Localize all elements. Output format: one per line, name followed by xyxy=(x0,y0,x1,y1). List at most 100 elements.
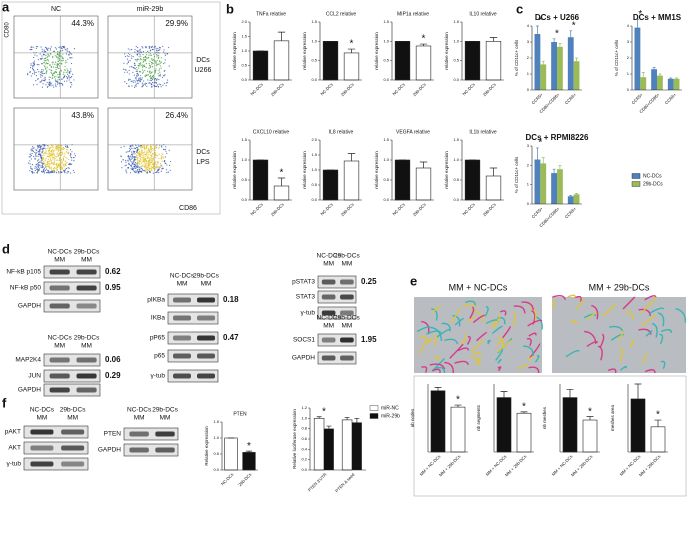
lane-label: 29b-DCs xyxy=(152,407,178,414)
event-dot xyxy=(49,167,51,170)
event-dot xyxy=(57,74,59,76)
y-tick-label: 0.5 xyxy=(453,58,459,63)
blot-band xyxy=(173,353,191,359)
lane-label: MM xyxy=(81,257,92,264)
event-dot xyxy=(51,162,53,164)
event-dot xyxy=(48,79,50,81)
event-dot xyxy=(43,154,45,156)
event-dot xyxy=(138,160,140,162)
event-dot xyxy=(33,65,35,67)
event-dot xyxy=(44,165,46,167)
event-dot xyxy=(38,161,40,163)
event-dot xyxy=(64,152,66,154)
event-dot xyxy=(156,85,158,88)
event-dot xyxy=(60,152,62,154)
event-dot xyxy=(53,161,55,163)
event-dot xyxy=(145,163,147,165)
event-dot xyxy=(35,149,37,151)
y-tick-label: 1.0 xyxy=(311,167,317,172)
event-dot xyxy=(126,82,128,85)
event-dot xyxy=(158,56,160,58)
blot-strip xyxy=(317,333,357,347)
event-dot xyxy=(44,76,46,78)
x-tick-label: NC-DCs xyxy=(249,202,264,217)
error-bar xyxy=(675,77,679,79)
event-dot xyxy=(43,158,45,160)
event-dot xyxy=(137,149,139,151)
event-dot xyxy=(145,54,148,56)
row-label: LPS xyxy=(196,159,210,166)
blot-band xyxy=(76,357,97,363)
error-bar xyxy=(489,167,498,176)
event-dot xyxy=(64,69,66,71)
error-bar xyxy=(566,389,574,398)
event-dot xyxy=(154,149,156,151)
event-dot xyxy=(39,164,41,166)
event-dot xyxy=(60,162,63,164)
error-bar xyxy=(347,48,356,53)
event-dot xyxy=(66,61,68,63)
event-dot xyxy=(66,152,68,154)
event-dot xyxy=(35,152,38,154)
event-dot xyxy=(58,62,61,64)
blot-band xyxy=(49,285,70,291)
event-dot xyxy=(134,159,136,161)
event-dot xyxy=(66,78,69,80)
protein-label: NF-kB p105 xyxy=(6,269,41,276)
event-dot xyxy=(138,51,140,53)
event-dot xyxy=(47,55,49,57)
tube-segment xyxy=(470,356,481,367)
event-dot xyxy=(151,147,154,150)
event-dot xyxy=(137,58,139,60)
blot-strip xyxy=(167,293,219,307)
band-ratio: 0.95 xyxy=(105,283,121,292)
event-dot xyxy=(44,159,47,161)
y-tick-label: 0.0 xyxy=(383,77,389,82)
event-dot xyxy=(155,168,157,170)
event-dot xyxy=(60,160,62,162)
event-dot xyxy=(144,82,147,84)
blot-strip xyxy=(43,281,101,295)
event-dot xyxy=(73,160,75,162)
error-bar xyxy=(500,391,508,398)
event-dot xyxy=(128,156,130,159)
lane-label: 29b-DCs xyxy=(74,249,100,256)
chart-title: DCs + U266 xyxy=(535,13,580,22)
event-dot xyxy=(142,85,144,87)
band-ratio: 0.25 xyxy=(361,277,377,286)
event-dot xyxy=(41,162,43,164)
event-dot xyxy=(67,54,70,56)
event-dot xyxy=(47,58,49,61)
event-dot xyxy=(142,72,144,74)
event-dot xyxy=(33,73,36,75)
event-dot xyxy=(149,79,151,81)
event-dot xyxy=(44,152,46,154)
event-dot xyxy=(41,155,44,157)
event-dot xyxy=(53,76,55,78)
event-dot xyxy=(159,162,161,165)
event-dot xyxy=(42,162,44,165)
event-dot xyxy=(48,68,50,70)
event-dot xyxy=(133,163,135,166)
event-dot xyxy=(135,156,137,158)
event-dot xyxy=(38,151,41,153)
event-dot xyxy=(58,55,60,57)
event-dot xyxy=(159,62,161,64)
event-dot xyxy=(53,71,55,73)
event-dot xyxy=(60,55,63,57)
event-dot xyxy=(150,170,152,172)
event-dot xyxy=(155,171,157,174)
event-dot xyxy=(124,71,126,73)
event-dot xyxy=(43,61,45,63)
event-dot xyxy=(125,164,127,166)
protein-label: pSTAT3 xyxy=(292,279,315,286)
event-dot xyxy=(145,148,147,150)
x-tick-label: NC-DCs xyxy=(391,202,406,217)
event-dot xyxy=(123,145,125,147)
event-dot xyxy=(144,169,146,171)
event-dot xyxy=(55,159,57,161)
event-dot xyxy=(147,147,149,149)
event-dot xyxy=(36,64,38,66)
bar xyxy=(224,437,238,471)
event-dot xyxy=(144,148,146,150)
